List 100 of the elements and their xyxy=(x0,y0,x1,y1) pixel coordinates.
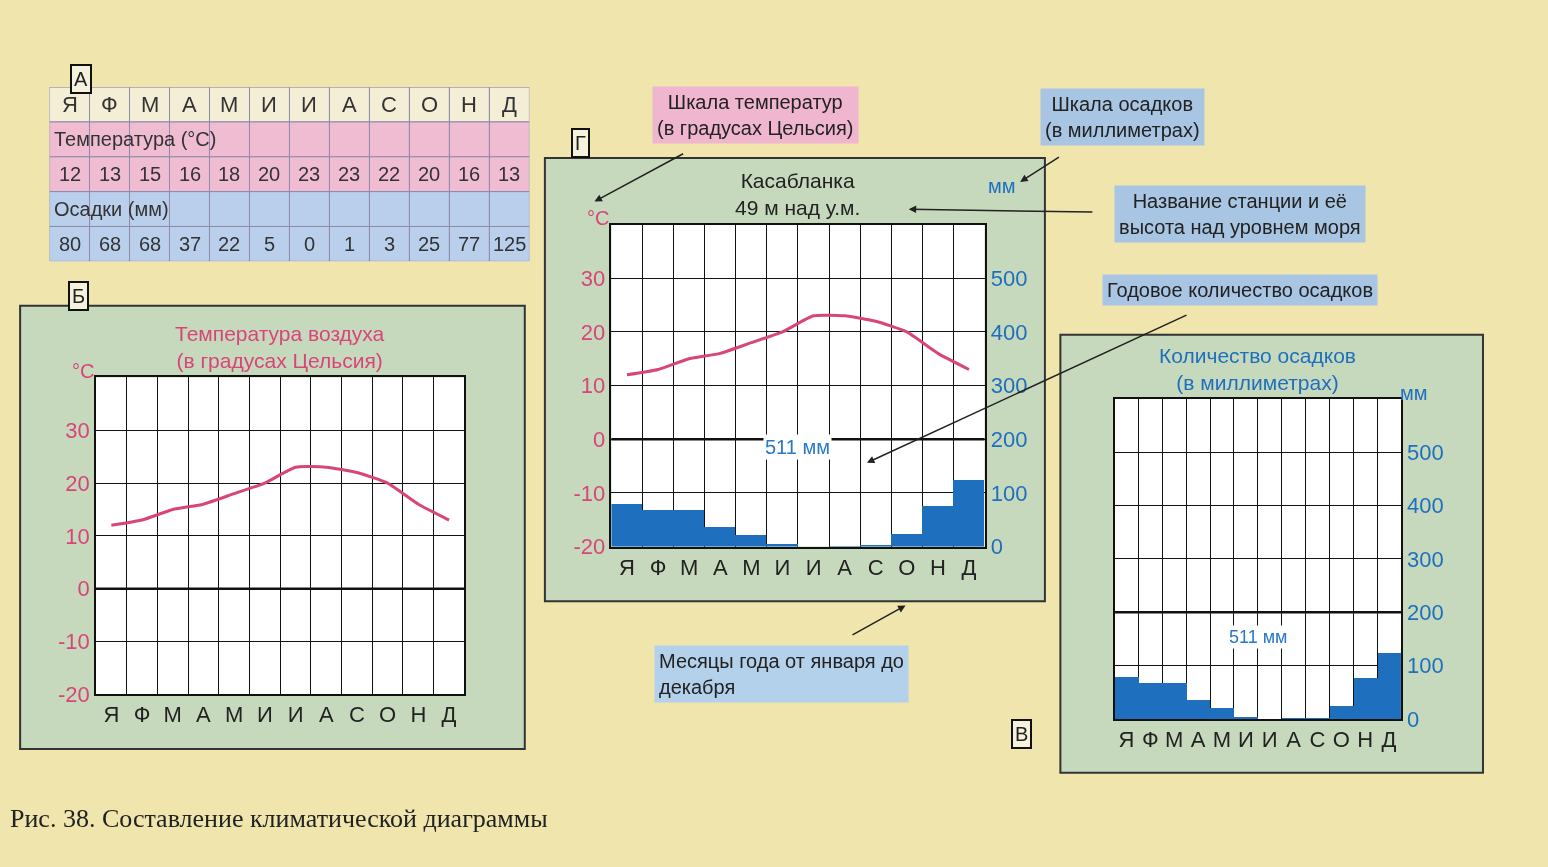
data-label: 125 xyxy=(493,233,527,255)
x-tick-label: Ф xyxy=(1141,727,1159,753)
y-tick-label: 30 xyxy=(580,265,606,291)
data-label: 25 xyxy=(418,233,441,255)
x-tick-label: Д xyxy=(1381,727,1397,753)
x-tick-label: М xyxy=(141,92,160,117)
x-tick-label: Ф xyxy=(649,554,667,580)
x-tick-label: О xyxy=(379,702,397,728)
data-label: 18 xyxy=(218,163,241,185)
y-tick-label: Осадки (мм) xyxy=(54,198,169,220)
x-tick-label: М xyxy=(1165,727,1184,753)
x-tick-label: И xyxy=(1261,727,1278,753)
data-label: 12 xyxy=(59,163,82,185)
text: Шкала осадков (в миллиметрах) xyxy=(1045,93,1200,141)
x-tick-label: А xyxy=(342,92,357,117)
data-label: 22 xyxy=(378,163,401,185)
chart-title: Количество осадков (в миллиметрах) xyxy=(1159,344,1356,395)
x-tick-label: М xyxy=(680,554,699,580)
x-tick-label: А xyxy=(182,92,197,117)
x-tick-label: Я xyxy=(1118,727,1135,753)
x-tick-label: Ф xyxy=(133,702,151,728)
y-tick-label: -20 xyxy=(573,534,606,560)
x-tick-label: Ф xyxy=(101,92,118,117)
x-tick-label: Я xyxy=(62,92,78,117)
y-tick-label: 30 xyxy=(65,417,90,443)
x-tick-label: Н xyxy=(461,92,477,117)
data-label: 0 xyxy=(304,233,316,255)
y-axis-title: °C xyxy=(72,360,95,382)
y-tick-label: Температура (°C) xyxy=(54,128,217,150)
data-label: 20 xyxy=(258,163,281,185)
y2-tick-label: 0 xyxy=(990,534,1003,560)
text: Г xyxy=(575,132,586,154)
y2-axis-title: мм xyxy=(988,175,1016,197)
y-tick-label: 0 xyxy=(593,426,606,452)
text: Б xyxy=(72,285,86,307)
y-tick-label: 300 xyxy=(1407,546,1444,572)
x-tick-label: Д xyxy=(441,702,457,728)
chart-title: Касабланка xyxy=(740,169,855,192)
data-label: 3 xyxy=(384,233,396,255)
y-tick-label: 400 xyxy=(1407,493,1444,519)
y2-tick-label: 400 xyxy=(990,319,1028,345)
y2-tick-label: 200 xyxy=(990,426,1028,452)
y-tick-label: 0 xyxy=(1407,706,1420,732)
chart-title: Температура воздуха (в градусах Цельсия) xyxy=(175,322,385,373)
x-tick-label: А xyxy=(196,702,212,728)
x-tick-label: Д xyxy=(961,554,977,580)
text: Шкала температур (в градусах Цельсия) xyxy=(657,91,854,139)
data-label: 23 xyxy=(298,163,321,185)
text: Годовое количество осадков xyxy=(1107,279,1374,301)
line-series xyxy=(109,465,451,527)
x-tick-label: М xyxy=(220,92,239,117)
x-tick-label: И xyxy=(261,92,277,117)
data-label: 80 xyxy=(59,233,82,255)
x-tick-label: Д xyxy=(502,92,517,117)
y-tick-label: 200 xyxy=(1407,600,1444,626)
x-tick-label: С xyxy=(867,554,884,580)
text: Название станции и её высота над уровнем моря xyxy=(1119,190,1361,238)
x-tick-label: А xyxy=(318,702,334,728)
data-label: 20 xyxy=(418,163,441,185)
x-tick-label: О xyxy=(421,92,439,117)
y-tick-label: 10 xyxy=(580,373,606,399)
data-label: 16 xyxy=(458,163,481,185)
x-tick-label: М xyxy=(163,702,182,728)
data-label: 77 xyxy=(458,233,481,255)
y-tick-label: 10 xyxy=(65,523,90,549)
x-tick-label: А xyxy=(1190,727,1206,753)
x-tick-label: Н xyxy=(410,702,427,728)
data-label: 37 xyxy=(179,233,202,255)
y-tick-label: 500 xyxy=(1407,439,1444,465)
x-tick-label: Н xyxy=(1357,727,1374,753)
y-tick-label: -10 xyxy=(58,629,90,655)
x-tick-label: Я xyxy=(103,702,120,728)
y-tick-label: 20 xyxy=(580,319,606,345)
x-tick-label: О xyxy=(1332,727,1350,753)
x-tick-label: С xyxy=(1309,727,1326,753)
x-tick-label: Н xyxy=(929,554,946,580)
y2-tick-label: 300 xyxy=(990,373,1028,399)
y-axis-title: °C xyxy=(587,207,610,229)
data-label: 68 xyxy=(99,233,122,255)
data-label: 68 xyxy=(139,233,162,255)
data-label: 13 xyxy=(99,163,122,185)
x-tick-label: И xyxy=(805,554,822,580)
chart-subtitle: 49 м над у.м. xyxy=(735,196,861,220)
annotation: 511 мм xyxy=(1229,627,1288,647)
data-label: 16 xyxy=(179,163,202,185)
data-label: 23 xyxy=(338,163,361,185)
annotation: А xyxy=(74,68,88,90)
x-tick-label: С xyxy=(349,702,365,728)
y-tick-label: -10 xyxy=(573,480,606,506)
x-tick-label: И xyxy=(287,702,304,728)
text: Рис. 38. Составление климатической диаграммы xyxy=(10,804,548,833)
data-label: 5 xyxy=(264,233,276,255)
x-tick-label: И xyxy=(256,702,273,728)
text: В xyxy=(1015,723,1029,745)
x-tick-label: А xyxy=(837,554,853,580)
x-tick-label: А xyxy=(1286,727,1302,753)
x-tick-label: И xyxy=(774,554,791,580)
x-tick-label: И xyxy=(301,92,317,117)
y2-tick-label: 100 xyxy=(990,480,1028,506)
x-tick-label: М xyxy=(742,554,761,580)
